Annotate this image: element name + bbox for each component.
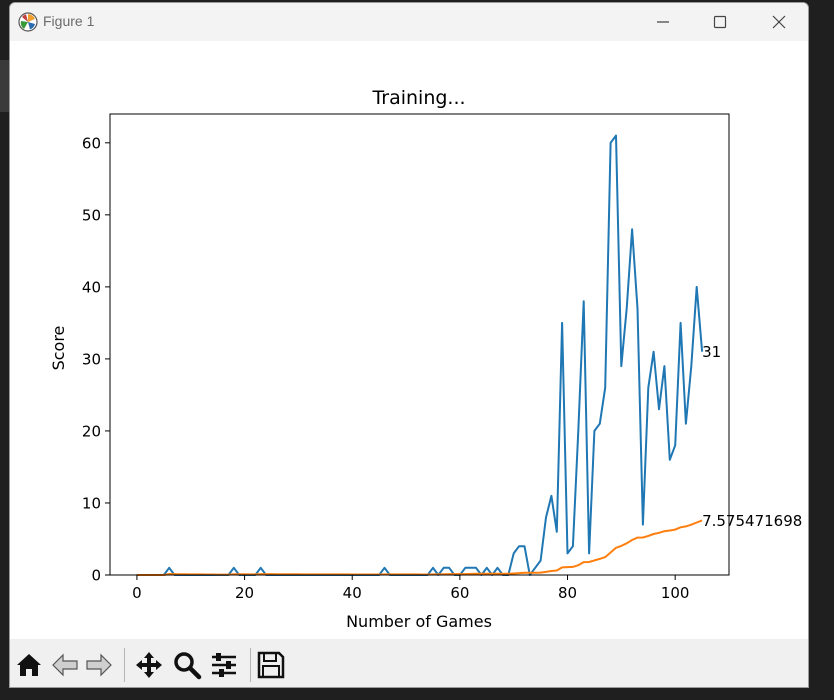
home-icon bbox=[17, 654, 41, 676]
series-line-1 bbox=[136, 134, 704, 576]
x-tick-label: 80 bbox=[558, 584, 577, 602]
maximize-button[interactable] bbox=[691, 3, 749, 41]
x-tick-label: 20 bbox=[235, 584, 254, 602]
back-arrow-icon bbox=[52, 653, 78, 677]
pan-button[interactable] bbox=[132, 648, 166, 682]
toolbar-separator bbox=[124, 648, 125, 682]
save-button[interactable] bbox=[254, 648, 288, 682]
configure-subplots-icon bbox=[212, 653, 236, 677]
x-tick-label: 100 bbox=[661, 584, 690, 602]
x-tick-label: 60 bbox=[450, 584, 469, 602]
annotations: 31 7.575471698 bbox=[702, 343, 802, 530]
value-annotation: 7.575471698 bbox=[702, 512, 802, 530]
value-annotation: 31 bbox=[702, 343, 721, 361]
y-axis-label: Score bbox=[49, 326, 68, 371]
title-bar[interactable]: Figure 1 bbox=[10, 3, 808, 41]
configure-subplots-button[interactable] bbox=[207, 648, 241, 682]
minimize-icon bbox=[657, 21, 669, 23]
y-tick-label: 0 bbox=[91, 567, 101, 585]
x-axis-label: Number of Games bbox=[346, 612, 492, 631]
pan-move-icon bbox=[136, 652, 162, 678]
forward-arrow-icon bbox=[86, 653, 112, 677]
close-button[interactable] bbox=[750, 3, 808, 41]
back-button[interactable] bbox=[48, 648, 82, 682]
y-tick-label: 10 bbox=[82, 494, 101, 512]
navigation-toolbar bbox=[10, 639, 808, 687]
zoom-magnifier-icon bbox=[174, 652, 202, 680]
y-tick-label: 30 bbox=[82, 350, 101, 368]
minimize-button[interactable] bbox=[634, 3, 692, 41]
close-icon bbox=[772, 15, 786, 29]
save-floppy-icon bbox=[257, 651, 285, 679]
series-lines bbox=[136, 134, 704, 576]
x-tick-label: 40 bbox=[343, 584, 362, 602]
window-title: Figure 1 bbox=[43, 13, 95, 29]
axes-frame bbox=[109, 113, 730, 576]
figure-window: Figure 1 0 20 40 60 80 100 0 10 20 30 40 50 60 31 7.… bbox=[9, 2, 809, 688]
forward-button[interactable] bbox=[82, 648, 116, 682]
plot-canvas: 0 20 40 60 80 100 0 10 20 30 40 50 60 31 7.575471698… bbox=[49, 87, 802, 631]
x-ticks: 0 20 40 60 80 100 bbox=[132, 575, 689, 602]
series-line-2 bbox=[136, 519, 703, 576]
home-button[interactable] bbox=[12, 648, 46, 682]
zoom-button[interactable] bbox=[170, 648, 204, 682]
y-tick-label: 60 bbox=[82, 134, 101, 152]
y-ticks: 0 10 20 30 40 50 60 bbox=[82, 134, 110, 585]
toolbar-separator bbox=[250, 648, 251, 682]
x-tick-label: 0 bbox=[132, 584, 142, 602]
matplotlib-logo-icon bbox=[18, 12, 38, 32]
chart-title: Training... bbox=[371, 87, 465, 109]
maximize-icon bbox=[713, 15, 727, 29]
axes: 0 20 40 60 80 100 0 10 20 30 40 50 60 31 7.575471698 bbox=[82, 113, 802, 602]
y-tick-label: 40 bbox=[82, 278, 101, 296]
y-tick-label: 50 bbox=[82, 206, 101, 224]
background-strip bbox=[0, 60, 10, 112]
y-tick-label: 20 bbox=[82, 422, 101, 440]
